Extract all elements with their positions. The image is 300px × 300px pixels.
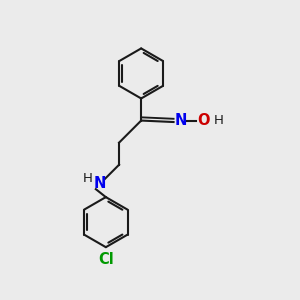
Text: H: H xyxy=(82,172,92,185)
Text: H: H xyxy=(214,114,224,127)
Text: N: N xyxy=(175,113,187,128)
Text: N: N xyxy=(94,176,106,191)
Text: Cl: Cl xyxy=(98,252,114,267)
Text: O: O xyxy=(197,113,210,128)
